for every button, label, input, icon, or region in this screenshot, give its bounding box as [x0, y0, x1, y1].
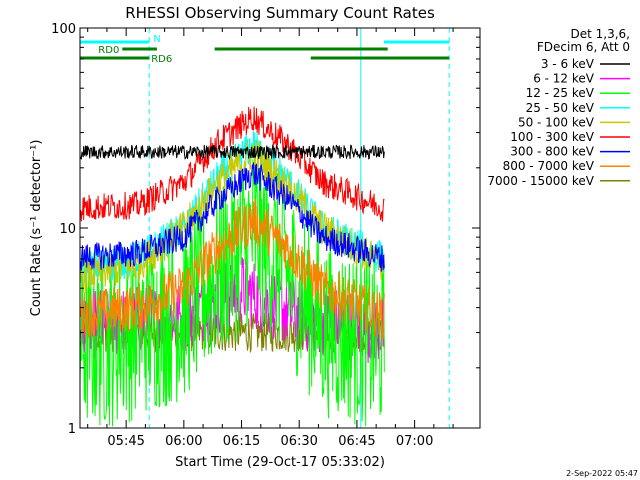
x-axis-label: Start Time (29-Oct-17 05:33:02) [175, 455, 385, 470]
x-tick-label: 06:45 [338, 434, 375, 449]
x-tick-label: 06:15 [223, 434, 260, 449]
legend-label: 25 - 50 keV [526, 101, 595, 115]
series-line [80, 197, 385, 340]
plot-area: N RD0 RD6 [80, 28, 450, 428]
flag-label: RD6 [151, 54, 172, 65]
y-tick-label: 1 [68, 422, 76, 437]
legend-header-line-2: FDecim 6, Att 0 [537, 40, 630, 54]
series-line [80, 139, 385, 294]
x-tick-label: 06:00 [165, 434, 202, 449]
legend-label: 50 - 100 keV [518, 115, 595, 129]
legend-label: 3 - 6 keV [541, 57, 595, 71]
legend-label: 7000 - 15000 keV [487, 174, 594, 188]
timestamp: 2-Sep-2022 05:47 [566, 469, 638, 478]
y-tick-label: 10 [59, 222, 76, 237]
x-axis: 05:45 06:00 06:15 06:30 06:45 07:00 [87, 28, 454, 449]
series-line [80, 144, 385, 161]
legend-header-line-1: Det 1,3,6, [571, 27, 631, 41]
legend-label: 300 - 800 keV [510, 145, 594, 159]
y-tick-label: 100 [51, 22, 76, 37]
legend-label: 6 - 12 keV [533, 72, 595, 86]
series-layer [80, 106, 385, 427]
series-line [80, 106, 385, 222]
legend-label: 12 - 25 keV [526, 86, 595, 100]
legend-label: 800 - 7000 keV [503, 159, 595, 173]
flag-label: N [153, 34, 160, 45]
flag-bars: N RD0 RD6 [80, 34, 450, 65]
x-tick-label: 07:00 [396, 434, 433, 449]
series-line [80, 162, 385, 272]
x-tick-label: 05:45 [107, 434, 144, 449]
y-axis: 1 10 100 [51, 22, 480, 437]
chart-title: RHESSI Observing Summary Count Rates [125, 4, 435, 22]
flag-label: RD0 [98, 45, 119, 56]
x-tick-label: 06:30 [280, 434, 317, 449]
y-axis-label: Count Rate (s⁻¹ detector⁻¹) [29, 140, 44, 317]
legend-label: 100 - 300 keV [510, 130, 594, 144]
